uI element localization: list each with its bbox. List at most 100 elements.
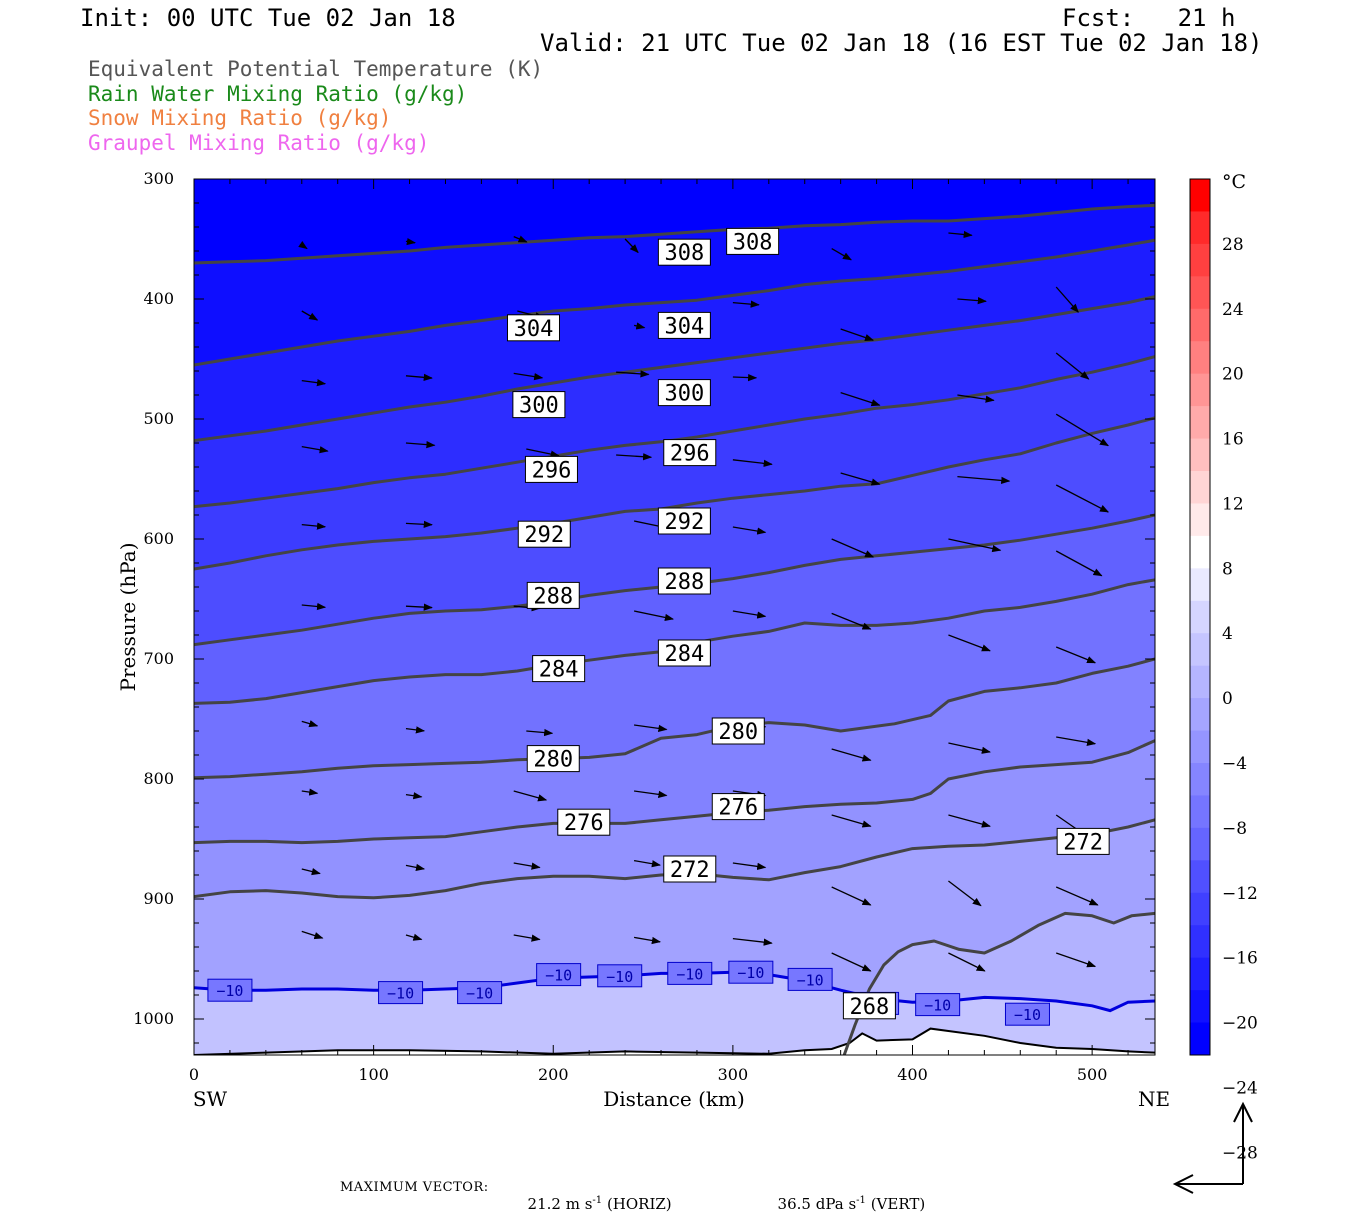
y-tick-label: 800 (143, 769, 174, 788)
init-time: Init: 00 UTC Tue 02 Jan 18 (80, 4, 456, 32)
wind-vector (405, 933, 423, 941)
wind-vector (1055, 550, 1103, 577)
isotherm-label: −10 (676, 965, 703, 983)
theta-e-label: 268 (850, 995, 890, 1020)
isotherm-label: −10 (387, 985, 414, 1003)
isotherm-label: −10 (466, 985, 493, 1003)
colorbar-segment (1190, 990, 1210, 1024)
wind-vector (957, 296, 987, 305)
wind-vector (948, 538, 1002, 553)
isotherm-label-box (457, 981, 503, 1005)
vert-value: 36.5 dPa s (777, 1195, 857, 1213)
wind-vector (732, 373, 758, 382)
theta-e-label-box (657, 311, 711, 339)
wind-vector (957, 475, 1011, 485)
wind-vector (301, 930, 324, 940)
wind-vector (405, 440, 436, 449)
colorbar-segment (1190, 795, 1210, 829)
y-tick-label: 600 (143, 529, 174, 548)
wind-vector (732, 300, 760, 308)
wind-vector (301, 445, 329, 454)
wind-vector (732, 526, 767, 535)
wind-vector (732, 459, 773, 467)
terrain-fill (194, 1028, 1155, 1055)
colorbar-segment (1190, 276, 1210, 310)
colorbar-label: −8 (1222, 819, 1247, 839)
theta-e-label: 288 (665, 570, 705, 595)
colorbar-label: 12 (1222, 494, 1244, 514)
theta-e-contour-268 (842, 911, 1155, 1055)
minus10-isotherm: −10−10−10−10−10−10−10−10−10−10−10 (194, 960, 1155, 1026)
theta-e-label-box (726, 227, 780, 255)
wind-vector (732, 862, 767, 870)
wind-vector (405, 373, 433, 381)
horiz-exponent: -1 (592, 1195, 603, 1206)
theta-e-label: 296 (532, 458, 572, 483)
colorbar-segment (1190, 503, 1210, 537)
wind-vector (624, 238, 639, 254)
theta-e-label: 300 (665, 382, 705, 407)
wind-vector (831, 248, 852, 261)
theta-e-contour-300 (194, 295, 1155, 443)
theta-e-label: 292 (524, 523, 564, 548)
isotherm-label-box (378, 981, 424, 1005)
y-tick-label: 900 (143, 889, 174, 908)
colorbar-label: 8 (1222, 559, 1233, 579)
colorbar-label: −4 (1222, 754, 1247, 774)
wind-vector (831, 612, 872, 630)
wind-vector (526, 448, 560, 458)
wind-vector (513, 862, 541, 870)
horiz-tag: (HORIZ) (606, 1195, 672, 1213)
isotherm-label-box (787, 967, 833, 991)
wind-vector (831, 886, 872, 906)
colorbar-segment (1190, 600, 1210, 634)
y-tick-label: 400 (143, 289, 174, 308)
colorbar-segment (1190, 698, 1210, 732)
x-tick-label: 500 (1077, 1065, 1108, 1084)
y-axis-title: Pressure (hPa) (116, 543, 140, 692)
isotherm-label: −10 (737, 964, 764, 982)
colorbar-segment (1190, 860, 1210, 894)
wind-vector (840, 391, 881, 407)
axes: 0 100 200 300 400 500 300 400 500 600 700 800 900 100… (133, 169, 1155, 1084)
x-tick-label: 400 (897, 1065, 928, 1084)
theta-e-label-box (532, 655, 586, 683)
wind-vector (526, 728, 554, 737)
theta-e-contour-276 (194, 739, 1155, 845)
colorbar-segment (1190, 243, 1210, 277)
colorbar-segment (1190, 957, 1210, 991)
wind-vector (732, 937, 773, 946)
isotherm-label: −10 (797, 971, 824, 989)
wind-vector (301, 602, 327, 611)
wind-vector (405, 520, 433, 528)
theta-e-label: 300 (519, 394, 559, 419)
theta-e-label: 276 (564, 811, 604, 836)
theta-e-contour-280 (194, 657, 1155, 780)
wind-vector (298, 240, 308, 250)
theta-e-label-box (657, 639, 711, 667)
colorbar-label: 16 (1222, 430, 1244, 450)
wind-vector (831, 538, 875, 558)
theta-e-label-box (657, 567, 711, 595)
wind-vector (616, 453, 653, 461)
theta-e-label: 308 (733, 230, 773, 255)
colorbar-segment (1190, 341, 1210, 375)
theta-e-label-box (663, 439, 717, 467)
wind-vector (948, 952, 986, 972)
wind-vector (513, 372, 544, 381)
theta-e-label: 304 (514, 317, 554, 342)
colorbar-label: 24 (1222, 300, 1244, 320)
theta-e-label-box (657, 379, 711, 407)
max-vector-horiz: 21.2 m s-1 (HORIZ) (518, 1177, 672, 1213)
theta-e-label: 280 (533, 748, 573, 773)
wind-vector (1055, 286, 1079, 313)
vector-key-up-arrowhead (1233, 1101, 1253, 1123)
theta-e-label: 272 (670, 858, 710, 883)
colorbar: 28 24 20 16 12 8 4 0 −4 −8 −12 −16 −20 −24 −28 (1189, 178, 1258, 1163)
isotherm-label-box (207, 978, 253, 1002)
wind-vector (1055, 352, 1090, 380)
theta-e-label-box (1056, 827, 1110, 855)
isotherm-label: −10 (924, 997, 951, 1015)
colorbar-segment (1190, 1022, 1210, 1056)
